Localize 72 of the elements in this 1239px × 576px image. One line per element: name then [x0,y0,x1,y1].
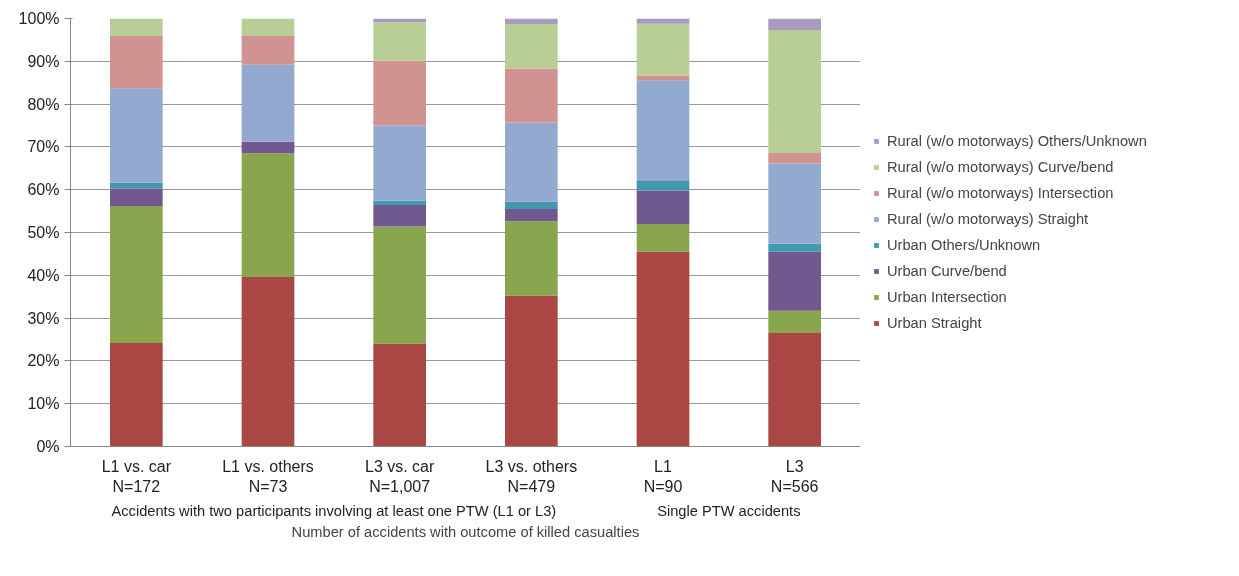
y-tick-label: 80% [27,95,60,113]
bar [768,251,821,311]
bar [768,333,821,447]
bar [373,226,426,344]
y-tick-label: 100% [18,10,60,27]
bar [636,180,690,191]
bar [636,23,690,76]
y-tick-label: 0% [36,438,60,455]
legend-label: Urban Others/Unknown [887,237,1041,253]
bar [636,18,690,24]
bar [110,342,163,447]
bar [505,221,558,296]
y-tick-label: 10% [27,395,60,413]
bar [110,18,163,37]
bar [768,310,821,334]
x-axis-title: Number of accidents with outcome of killed casualties [291,523,640,540]
legend-label: Rural (w/o motorways) Straight [887,211,1089,227]
y-tick-label: 70% [27,138,60,156]
bar [505,18,558,25]
y-tick-label: 60% [27,181,60,199]
bar [768,152,821,164]
y-tick-label: 20% [27,352,60,370]
bar [241,277,295,447]
bar [110,36,163,89]
legend-label: Urban Curve/bend [887,263,1007,279]
legend-label: Urban Straight [887,315,982,331]
legend-label: Rural (w/o motorways) Others/Unknown [887,133,1147,149]
text: Single PTW accidents [657,502,801,519]
bar [373,60,426,126]
x-tick-label: L3 vs. car N=1,007 [364,457,436,495]
bar [110,88,163,183]
bar [110,205,163,343]
x-tick-label: L3 N=566 [770,457,819,495]
bar [110,182,163,189]
bar [768,163,821,244]
x-tick-label: L1 N=90 [643,457,683,495]
y-tick-label: 30% [27,309,60,327]
bar [241,18,295,37]
bar [768,30,821,153]
bar [505,68,558,123]
y-tick-label: 50% [27,224,60,241]
bar [373,125,426,201]
x-tick-label: L3 vs. others N=479 [485,457,578,495]
bar [636,251,690,447]
bar [241,141,295,154]
bar [505,295,558,447]
x-tick-label: L1 vs. others N=73 [222,457,314,495]
bar [505,201,558,209]
bar [241,153,295,278]
bar [636,190,690,224]
bar [505,24,558,69]
legend-label: Rural (w/o motorways) Curve/bend [887,159,1114,175]
bar [373,22,426,61]
bar [505,122,558,202]
bar [768,243,821,252]
x-tick-label: L1 vs. car N=172 [101,457,172,495]
text: Accidents with two participants involving at least one PTW (L1 or L3) [111,502,557,519]
bar [373,343,426,447]
bar [373,205,426,227]
bar [636,80,690,181]
bar [636,75,690,81]
bar [241,36,295,65]
bar [373,200,426,206]
y-tick-label: 40% [27,266,60,284]
legend-label: Urban Intersection [887,289,1007,305]
bar [505,208,558,222]
y-tick-label: 90% [27,52,60,70]
legend-label: Rural (w/o motorways) Intersection [887,185,1114,201]
bar [636,223,690,252]
bar [241,64,295,142]
bar [768,18,821,31]
bar [110,188,163,206]
